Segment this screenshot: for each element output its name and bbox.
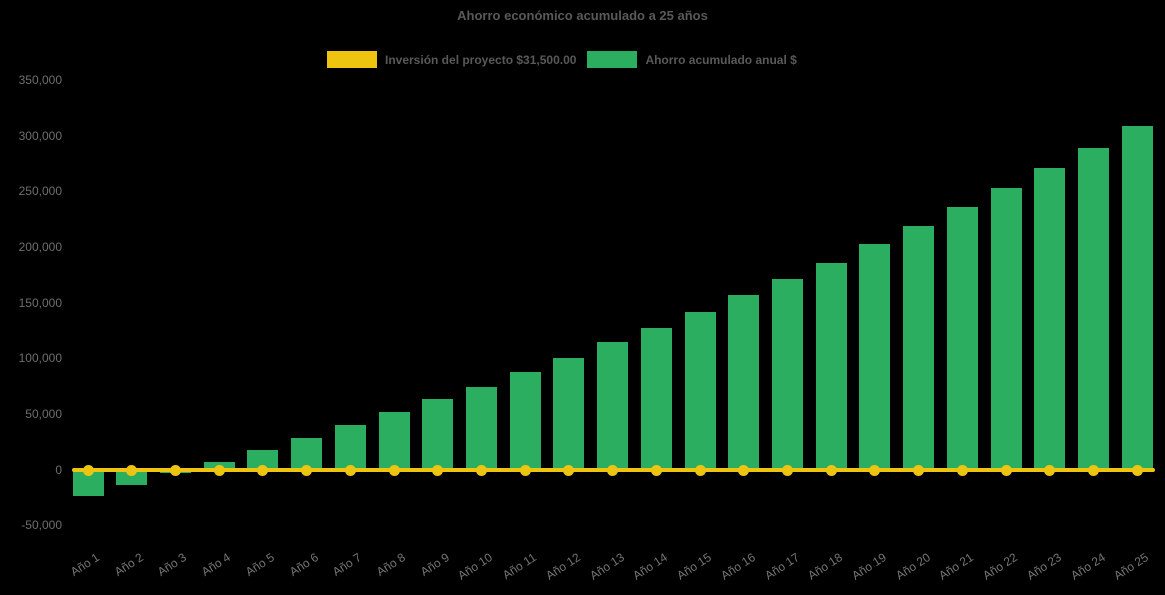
legend-swatch-inversion <box>327 51 377 68</box>
bar-ano-13[interactable] <box>597 342 629 470</box>
bar-ano-24[interactable] <box>1078 147 1110 470</box>
y-tick-label--50000: -50,000 <box>21 518 62 533</box>
investment-line-marker-20[interactable] <box>913 464 925 476</box>
legend: Inversión del proyecto $31,500.00 Ahorro… <box>327 51 797 68</box>
investment-line-marker-18[interactable] <box>825 464 837 476</box>
investment-line-marker-3[interactable] <box>169 464 181 476</box>
bar-ano-5[interactable] <box>247 450 279 470</box>
bar-ano-21[interactable] <box>946 206 978 470</box>
bar-ano-11[interactable] <box>509 371 541 470</box>
bar-ano-12[interactable] <box>553 357 585 470</box>
investment-line-marker-15[interactable] <box>694 464 706 476</box>
investment-line-marker-13[interactable] <box>607 464 619 476</box>
investment-line-marker-16[interactable] <box>738 464 750 476</box>
bar-ano-8[interactable] <box>378 412 410 470</box>
legend-label-ahorro: Ahorro acumulado anual $ <box>645 52 797 67</box>
bar-ano-6[interactable] <box>291 437 323 470</box>
legend-label-inversion: Inversión del proyecto $31,500.00 <box>385 52 577 67</box>
investment-line-marker-22[interactable] <box>1000 464 1012 476</box>
bar-ano-2[interactable] <box>116 469 148 486</box>
investment-line-marker-2[interactable] <box>126 464 138 476</box>
legend-item-inversion[interactable]: Inversión del proyecto $31,500.00 <box>327 51 576 68</box>
bar-ano-23[interactable] <box>1034 168 1066 470</box>
investment-line-marker-7[interactable] <box>344 464 356 476</box>
bar-ano-22[interactable] <box>990 187 1022 470</box>
bar-ano-20[interactable] <box>903 226 935 470</box>
y-tick-label-100000: 100,000 <box>18 351 62 366</box>
bar-ano-15[interactable] <box>684 312 716 470</box>
bar-ano-19[interactable] <box>859 244 891 470</box>
investment-line-marker-11[interactable] <box>519 464 531 476</box>
y-tick-label-200000: 200,000 <box>18 239 62 254</box>
bar-ano-7[interactable] <box>334 424 366 470</box>
bar-ano-10[interactable] <box>465 386 497 470</box>
legend-item-ahorro[interactable]: Ahorro acumulado anual $ <box>587 51 797 68</box>
investment-line-marker-6[interactable] <box>301 464 313 476</box>
investment-line-marker-4[interactable] <box>213 464 225 476</box>
bar-ano-17[interactable] <box>772 279 804 470</box>
investment-line-marker-17[interactable] <box>782 464 794 476</box>
bar-ano-18[interactable] <box>815 262 847 470</box>
investment-line-marker-19[interactable] <box>869 464 881 476</box>
investment-line-marker-10[interactable] <box>475 464 487 476</box>
investment-line-marker-5[interactable] <box>257 464 269 476</box>
investment-line-marker-25[interactable] <box>1131 464 1143 476</box>
investment-line-marker-21[interactable] <box>956 464 968 476</box>
investment-line-marker-9[interactable] <box>432 464 444 476</box>
investment-line-marker-8[interactable] <box>388 464 400 476</box>
y-tick-label-250000: 250,000 <box>18 184 62 199</box>
investment-line-marker-1[interactable] <box>82 464 94 476</box>
y-tick-label-350000: 350,000 <box>18 73 62 87</box>
investment-line-marker-24[interactable] <box>1088 464 1100 476</box>
chart-title: Ahorro económico acumulado a 25 años <box>457 8 708 23</box>
legend-swatch-ahorro <box>587 51 638 68</box>
y-tick-label-150000: 150,000 <box>18 295 62 310</box>
bar-ano-16[interactable] <box>728 295 760 470</box>
investment-line-marker-14[interactable] <box>650 464 662 476</box>
investment-line-marker-23[interactable] <box>1044 464 1056 476</box>
bar-ano-9[interactable] <box>422 399 454 470</box>
y-tick-label-50000: 50,000 <box>25 406 62 421</box>
investment-line-marker-12[interactable] <box>563 464 575 476</box>
y-tick-label-0: 0 <box>55 462 62 477</box>
bar-ano-14[interactable] <box>640 327 672 470</box>
chart-plot-area: 350,000 300,000 250,000 200,000 150,000 100,0… <box>18 73 1155 583</box>
bar-ano-25[interactable] <box>1121 126 1153 470</box>
y-tick-label-300000: 300,000 <box>18 128 62 143</box>
